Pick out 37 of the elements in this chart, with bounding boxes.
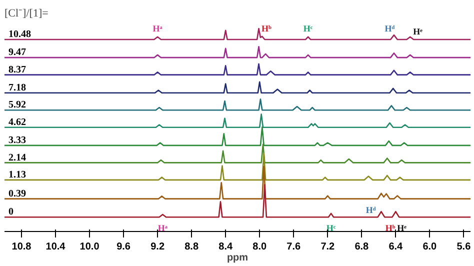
annotation: Hᵉ bbox=[397, 223, 408, 234]
series-label: 7.18 bbox=[8, 82, 26, 94]
series-label: 4.62 bbox=[8, 116, 26, 128]
annotation: Hᶜ bbox=[326, 223, 336, 234]
annotation: Hᵈ bbox=[366, 205, 376, 216]
x-axis-title: ppm bbox=[226, 252, 248, 264]
x-tick-label: 7.6 bbox=[286, 242, 302, 252]
annotation: Hᵃ bbox=[152, 24, 163, 34]
series-label: 3.33 bbox=[8, 135, 26, 146]
annotation: Hᵈ bbox=[384, 24, 395, 34]
annotation: Hᵇ bbox=[385, 223, 396, 234]
series-label: 1.13 bbox=[8, 170, 26, 181]
chart-title: [Cl⁻]/[1]= bbox=[4, 8, 48, 20]
x-tick-label: 6.4 bbox=[388, 242, 404, 252]
series-label: 10.48 bbox=[8, 29, 31, 40]
series-label: 2.14 bbox=[8, 152, 26, 164]
annotation: Hᵉ bbox=[413, 26, 424, 37]
x-tick-label: 9.2 bbox=[150, 242, 165, 252]
series-label: 8.37 bbox=[8, 64, 26, 76]
x-tick-label: 6.0 bbox=[422, 242, 438, 252]
x-tick-label: 7.2 bbox=[320, 242, 336, 252]
x-tick-label: 8.4 bbox=[218, 242, 233, 252]
x-tick-label: 9.6 bbox=[116, 242, 131, 252]
series-label: 0 bbox=[8, 206, 14, 218]
annotation: Hᵇ bbox=[261, 24, 272, 34]
annotation: Hᵃ bbox=[158, 223, 168, 234]
annotation: Hᶜ bbox=[303, 24, 314, 34]
x-tick-label: 5.6 bbox=[456, 242, 472, 252]
series-label: 5.92 bbox=[8, 100, 26, 111]
x-tick-label: 8.0 bbox=[252, 242, 267, 252]
x-tick-label: 8.8 bbox=[184, 242, 199, 252]
series-label: 9.47 bbox=[8, 47, 26, 58]
x-tick-label: 10.0 bbox=[80, 242, 100, 252]
x-tick-label: 6.8 bbox=[354, 242, 370, 252]
x-tick-label: 10.8 bbox=[12, 242, 32, 252]
series-label: 0.39 bbox=[8, 188, 26, 200]
x-tick-label: 10.4 bbox=[46, 242, 66, 252]
